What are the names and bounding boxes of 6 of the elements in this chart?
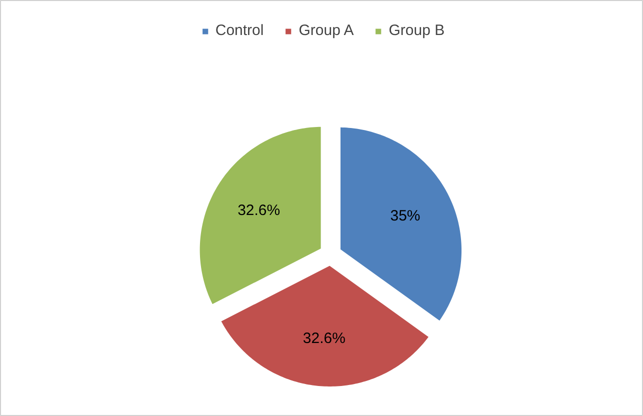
data-label: 32.6%: [302, 330, 346, 347]
legend-label: Group A: [298, 22, 354, 39]
data-label: 35%: [390, 208, 420, 225]
data-label: 32.6%: [238, 202, 280, 220]
legend-label: Group B: [388, 22, 445, 39]
legend-label: Control: [215, 22, 264, 39]
